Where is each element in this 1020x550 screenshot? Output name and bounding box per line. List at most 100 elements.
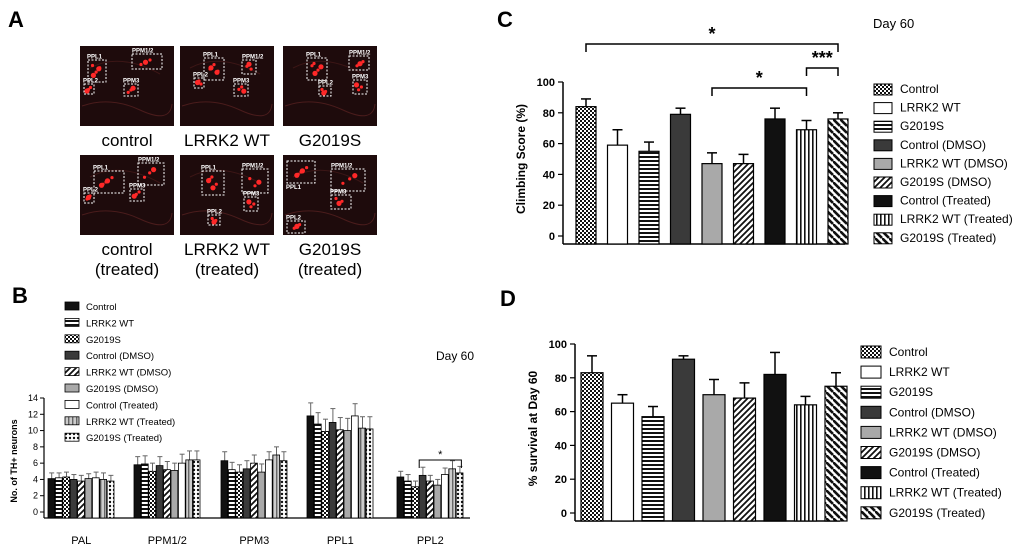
neuron-cluster — [245, 64, 249, 68]
bar — [827, 118, 849, 245]
y-tick-label: 20 — [555, 474, 567, 486]
y-tick-label: 8 — [33, 442, 38, 452]
bar — [92, 477, 100, 519]
neuron-cluster — [210, 185, 216, 191]
panel-b: 0 2 4 6 8 10 12 14 No. of TH+ neurons Day 60 PAL PP… — [9, 301, 474, 547]
neuron-cluster — [148, 171, 152, 175]
neuron-cluster — [320, 87, 324, 92]
day-label: Day 60 — [436, 349, 474, 363]
legend-label: LRRK2 WT (Treated) — [889, 486, 1002, 500]
legend-swatch — [873, 157, 893, 170]
neuron-cluster — [84, 88, 90, 94]
y-tick-label: 0 — [549, 231, 555, 243]
roi-box — [201, 170, 225, 196]
legend-swatch — [873, 102, 893, 115]
roi-label: PPM3 — [352, 75, 369, 81]
roi-label: PPL2 — [318, 81, 334, 87]
neuron-cluster — [305, 166, 309, 170]
legend-label: Control — [889, 345, 928, 359]
legend-swatch — [64, 399, 80, 409]
legend-label: LRRK2 WT (DMSO) — [900, 156, 1008, 170]
legend-swatch — [860, 365, 882, 379]
legend-swatch — [860, 466, 882, 480]
neuron-cluster — [336, 200, 342, 206]
neuron-cluster — [312, 61, 316, 66]
neuron-cluster — [348, 177, 352, 181]
bar — [155, 465, 164, 519]
neuron-cluster — [208, 177, 212, 181]
roi-box — [83, 192, 95, 204]
bar — [185, 459, 194, 519]
x-tick-label: PPM3 — [239, 535, 269, 547]
bar — [606, 144, 629, 245]
bar — [235, 471, 244, 519]
legend-label: Control — [900, 82, 939, 96]
neuron-cluster — [359, 85, 363, 89]
bar — [47, 478, 56, 519]
neuron-cluster — [357, 88, 361, 92]
bar — [55, 477, 63, 519]
panel-letter-a: A — [8, 7, 24, 32]
roi-box — [137, 162, 165, 186]
y-tick-label: 6 — [33, 458, 38, 468]
roi-label: PPL2 — [83, 188, 99, 194]
y-tick-label: 12 — [28, 409, 38, 419]
micrograph-5: PPL1 PPM1/2 PPL2 PPM3 — [180, 155, 274, 235]
bar — [106, 480, 115, 519]
panel-d: 0 20 40 60 80 100 % survival at Day 60 Control L… — [526, 339, 1002, 522]
neuron-cluster — [212, 63, 216, 67]
bar — [824, 385, 848, 522]
y-tick-label: 10 — [28, 426, 38, 436]
roi-label: PPL2 — [83, 79, 99, 85]
roi-box — [83, 83, 95, 95]
roi-label: PPL1 — [87, 55, 103, 61]
micrograph-caption: (treated) — [298, 260, 362, 279]
legend-label: G2019S (Treated) — [900, 231, 996, 245]
neuron-cluster — [237, 87, 241, 91]
neuron-cluster — [151, 167, 157, 173]
micrograph-background — [80, 155, 174, 235]
x-tick-label: PPL1 — [327, 535, 354, 547]
bar — [455, 472, 464, 519]
tissue-outline — [284, 210, 376, 226]
legend-label: LRRK2 WT — [900, 101, 961, 115]
legend-swatch — [873, 195, 893, 208]
roi-box — [286, 160, 316, 184]
bar — [343, 430, 352, 519]
legend-label: G2019S (DMSO) — [86, 384, 158, 395]
neuron-cluster — [85, 197, 89, 201]
legend-label: G2019S — [900, 119, 944, 133]
y-tick-label: 60 — [543, 139, 555, 151]
bar — [328, 422, 337, 519]
neuron-cluster — [316, 68, 320, 72]
roi-box — [193, 77, 205, 89]
bar — [433, 484, 442, 519]
bar — [358, 427, 366, 519]
neuron-cluster — [148, 58, 152, 62]
bar — [279, 460, 288, 519]
roi-box — [87, 59, 107, 83]
micrograph-background — [180, 155, 274, 235]
tissue-outline — [284, 101, 376, 117]
y-tick-label: 2 — [33, 491, 38, 501]
legend-swatch — [873, 176, 893, 189]
tissue-outline — [89, 60, 161, 75]
roi-label: PPM3 — [243, 192, 260, 198]
neuron-cluster — [88, 85, 93, 90]
bar — [669, 113, 692, 245]
micrograph-background — [180, 46, 274, 126]
neuron-cluster — [214, 182, 218, 186]
roi-label: PPM1/2 — [331, 164, 353, 170]
roi-label: PPM1/2 — [242, 55, 264, 61]
neuron-cluster — [296, 172, 300, 176]
neuron-cluster — [210, 175, 214, 179]
micrograph-4: PPL1 PPM1/2 PPL2 PPM3 — [80, 155, 174, 235]
legend-swatch — [64, 432, 80, 442]
roi-box — [207, 214, 221, 226]
significance-bracket — [585, 43, 839, 52]
bar — [257, 471, 266, 519]
neuron-cluster — [131, 193, 137, 199]
neuron-cluster — [208, 65, 214, 71]
neuron-cluster — [252, 202, 256, 206]
